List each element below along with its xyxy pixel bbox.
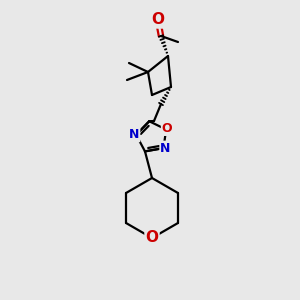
Text: O: O bbox=[152, 13, 164, 28]
Text: O: O bbox=[146, 230, 158, 245]
Text: N: N bbox=[160, 142, 171, 154]
Text: O: O bbox=[162, 122, 172, 135]
Text: N: N bbox=[129, 128, 139, 141]
